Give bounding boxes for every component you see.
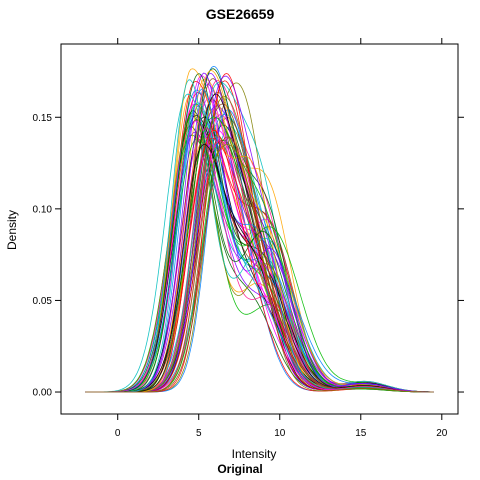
density-curve: [85, 144, 434, 393]
density-curve: [85, 138, 434, 393]
density-curve: [85, 144, 434, 393]
plot-frame: [60, 43, 459, 415]
y-axis-label: Density: [5, 210, 19, 250]
density-curve: [85, 84, 434, 393]
x-tick-label: 5: [196, 428, 202, 439]
density-curve: [85, 116, 434, 393]
density-curve: [85, 139, 434, 393]
density-curve: [85, 102, 434, 393]
y-tick-label: 0.00: [33, 388, 53, 399]
x-tick-label: 0: [115, 428, 121, 439]
x-axis-ticks: 0 5 10 15 20: [115, 38, 448, 439]
density-curves: [85, 65, 434, 393]
y-tick-label: 0.15: [33, 113, 53, 124]
chart-subtitle: Original: [217, 462, 262, 476]
density-curve: [85, 139, 434, 393]
x-tick-label: 10: [274, 428, 286, 439]
x-tick-label: 20: [436, 428, 448, 439]
x-axis-label: Intensity: [232, 447, 277, 461]
density-curve: [85, 139, 434, 393]
density-curve: [85, 105, 434, 393]
density-curve: [85, 116, 434, 393]
density-curve: [85, 140, 434, 393]
chart-title: GSE26659: [206, 6, 275, 22]
y-axis-ticks: 0.00 0.05 0.10 0.15: [33, 113, 464, 399]
density-curve: [85, 82, 434, 393]
x-tick-label: 15: [355, 428, 367, 439]
y-tick-label: 0.10: [33, 204, 53, 215]
y-tick-label: 0.05: [33, 296, 53, 307]
